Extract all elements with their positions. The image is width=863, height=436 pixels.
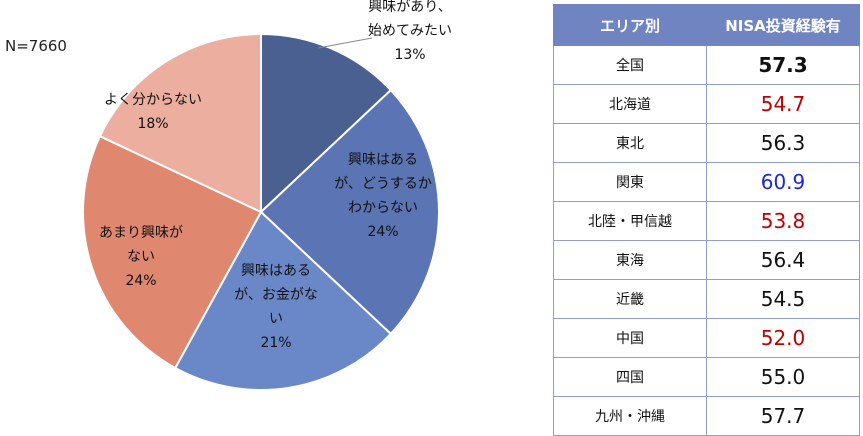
table-row: 九州・沖縄 57.7	[553, 396, 860, 436]
table-row: 全国 57.3	[553, 45, 860, 85]
slice-label-line: 興味があり、	[368, 0, 451, 15]
slice-label-line: 始めてみたい	[368, 23, 452, 39]
table-body: 全国 57.3 北海道 54.7 東北 56.3 関東 60.9 北陸・甲信越 53.8 東海 56.…	[553, 45, 860, 436]
slice-label-line: 24%	[367, 224, 398, 240]
table-row: 四国 55.0	[553, 357, 860, 397]
nisa-value-cell: 60.9	[706, 162, 860, 202]
nisa-value-cell: 55.0	[706, 357, 860, 397]
area-name-cell: 全国	[553, 45, 707, 85]
slice-label-line: 24%	[125, 273, 156, 289]
area-name-cell: 九州・沖縄	[553, 396, 707, 436]
slice-label-line: い	[269, 311, 283, 327]
slice-label: あまり興味がない 24%	[99, 225, 183, 289]
table-row: 東海 56.4	[553, 240, 860, 280]
slice-label: 興味はあるが、どうするかわからない 24%	[334, 152, 432, 240]
slice-label-line: 21%	[260, 335, 291, 351]
area-name-cell: 東海	[553, 240, 707, 280]
slice-label: よく分からない 18%	[104, 92, 202, 132]
slice-label-line: 18%	[137, 116, 168, 132]
nisa-value-cell: 54.5	[706, 279, 860, 319]
area-name-cell: 北陸・甲信越	[553, 201, 707, 241]
nisa-value-cell: 54.7	[706, 84, 860, 124]
area-table: エリア別 NISA投資経験有 全国 57.3 北海道 54.7 東北 56.3 関東 60.9…	[553, 4, 860, 436]
nisa-value-cell: 56.3	[706, 123, 860, 163]
slice-label-line: あまり興味が	[99, 225, 183, 241]
slice-label-line: よく分からない	[104, 92, 202, 108]
area-name-cell: 東北	[553, 123, 707, 163]
area-name-cell: 近畿	[553, 279, 707, 319]
slice-label-line: が、お金がな	[234, 287, 318, 303]
area-name-cell: 中国	[553, 318, 707, 358]
table-row: 北陸・甲信越 53.8	[553, 201, 860, 241]
pie-slice	[82, 134, 263, 370]
table-header-row: エリア別 NISA投資経験有	[553, 4, 860, 46]
header-area: エリア別	[553, 4, 707, 46]
area-table-container: エリア別 NISA投資経験有 全国 57.3 北海道 54.7 東北 56.3 関東 60.9…	[553, 4, 860, 436]
slice-label: 興味があり、始めてみたい 13%	[368, 0, 452, 63]
table-row: 中国 52.0	[553, 318, 860, 358]
table-row: 北海道 54.7	[553, 84, 860, 124]
pie-slice	[98, 32, 262, 214]
table-row: 近畿 54.5	[553, 279, 860, 319]
nisa-value-cell: 57.7	[706, 396, 860, 436]
area-name-cell: 関東	[553, 162, 707, 202]
nisa-value-cell: 52.0	[706, 318, 860, 358]
nisa-value-cell: 53.8	[706, 201, 860, 241]
slice-label-line: 興味はある	[241, 263, 311, 279]
table-row: 東北 56.3	[553, 123, 860, 163]
slice-label-line: 興味はある	[348, 152, 418, 168]
area-name-cell: 北海道	[553, 84, 707, 124]
pie-chart: 興味があり、始めてみたい 13%興味はあるが、どうするかわからない 24%興味はある…	[82, 0, 452, 391]
nisa-value-cell: 56.4	[706, 240, 860, 280]
header-nisa-experience: NISA投資経験有	[706, 4, 860, 46]
table-row: 関東 60.9	[553, 162, 860, 202]
area-name-cell: 四国	[553, 357, 707, 397]
pie-slice	[260, 32, 393, 215]
pie-slice	[259, 88, 440, 336]
slice-label: 興味はあるが、お金がない 21%	[234, 263, 318, 351]
slice-label-line: ない	[127, 249, 155, 265]
nisa-value-cell: 57.3	[706, 45, 860, 85]
slice-label-line: わからない	[348, 200, 418, 216]
pie-slice	[173, 210, 393, 391]
slice-label-line: 13%	[394, 47, 425, 63]
leader-line	[317, 37, 373, 49]
slice-label-line: が、どうするか	[334, 176, 432, 192]
sample-size-label: N=7660	[5, 37, 67, 55]
